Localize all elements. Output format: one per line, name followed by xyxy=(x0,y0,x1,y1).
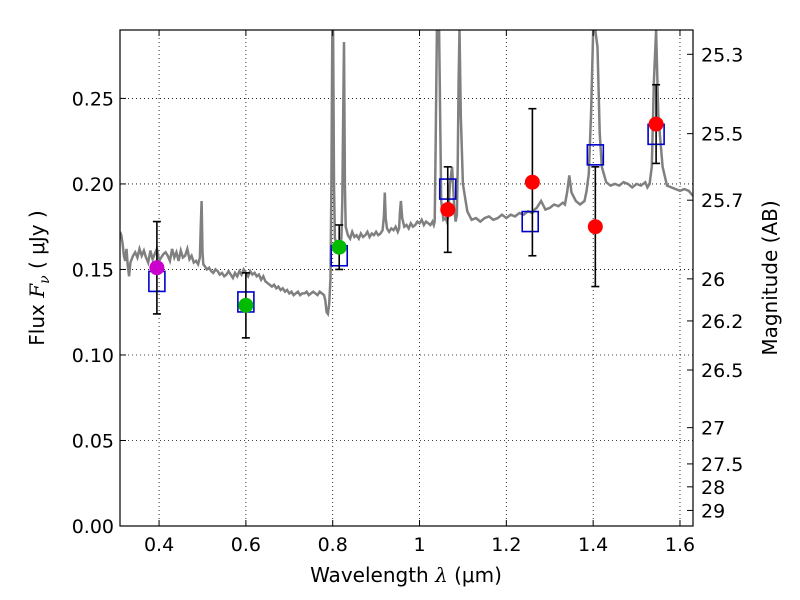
y2-tick-label: 28 xyxy=(701,477,725,499)
y-tick-label: 0.00 xyxy=(72,516,114,538)
error-bars xyxy=(152,83,661,339)
observed-photometry-point xyxy=(238,297,254,313)
y-tick-label: 0.25 xyxy=(72,88,114,110)
x-axis-ticks: 0.4 0.6 0.8 1 1.2 1.4 1.6 xyxy=(144,30,695,556)
y2-tick-label: 27 xyxy=(701,418,725,440)
x-tick-label: 0.8 xyxy=(318,534,348,556)
y-tick-label: 0.15 xyxy=(72,259,114,281)
y-tick-label: 0.20 xyxy=(72,174,114,196)
y2-axis-label: Magnitude (AB) xyxy=(758,200,782,355)
model-photometry-square xyxy=(586,144,605,166)
observed-photometry-point xyxy=(440,202,456,218)
y2-tick-label: 27.5 xyxy=(701,454,743,476)
x-tick-label: 1.6 xyxy=(665,534,695,556)
observed-photometry-point xyxy=(524,174,540,190)
y2-tick-label: 26.5 xyxy=(701,360,743,382)
y-axis-ticks: 0.00 0.05 0.10 0.15 0.20 0.25 xyxy=(72,88,126,538)
model-spectrum-line xyxy=(120,30,693,318)
x-tick-label: 0.6 xyxy=(231,534,261,556)
x-tick-label: 0.4 xyxy=(144,534,174,556)
y2-tick-label: 26.2 xyxy=(701,311,743,333)
x-tick-label: 1.4 xyxy=(578,534,608,556)
model-photometry-points xyxy=(148,123,665,313)
y-tick-label: 0.05 xyxy=(72,430,114,452)
y2-tick-label: 25.5 xyxy=(701,124,743,146)
y2-tick-label: 25.7 xyxy=(701,190,743,212)
y-tick-label: 0.10 xyxy=(72,345,114,367)
observed-photometry-point xyxy=(648,116,664,132)
plot-frame xyxy=(119,29,694,527)
y2-tick-label: 29 xyxy=(701,500,725,522)
observed-photometry-point xyxy=(149,260,165,276)
observed-photometry-points xyxy=(149,116,664,313)
observed-photometry-point xyxy=(587,219,603,235)
model-photometry-square xyxy=(521,210,540,233)
y2-tick-label: 25.3 xyxy=(701,44,743,66)
x-axis-label: Wavelength λ (μm) xyxy=(310,563,502,587)
y2-tick-label: 26 xyxy=(701,269,725,291)
grid-lines xyxy=(120,30,693,527)
observed-photometry-point xyxy=(331,239,347,255)
y-axis-label: Flux Fν ( μJy ) xyxy=(25,210,53,345)
x-tick-label: 1 xyxy=(413,534,425,556)
x-tick-label: 1.2 xyxy=(491,534,521,556)
